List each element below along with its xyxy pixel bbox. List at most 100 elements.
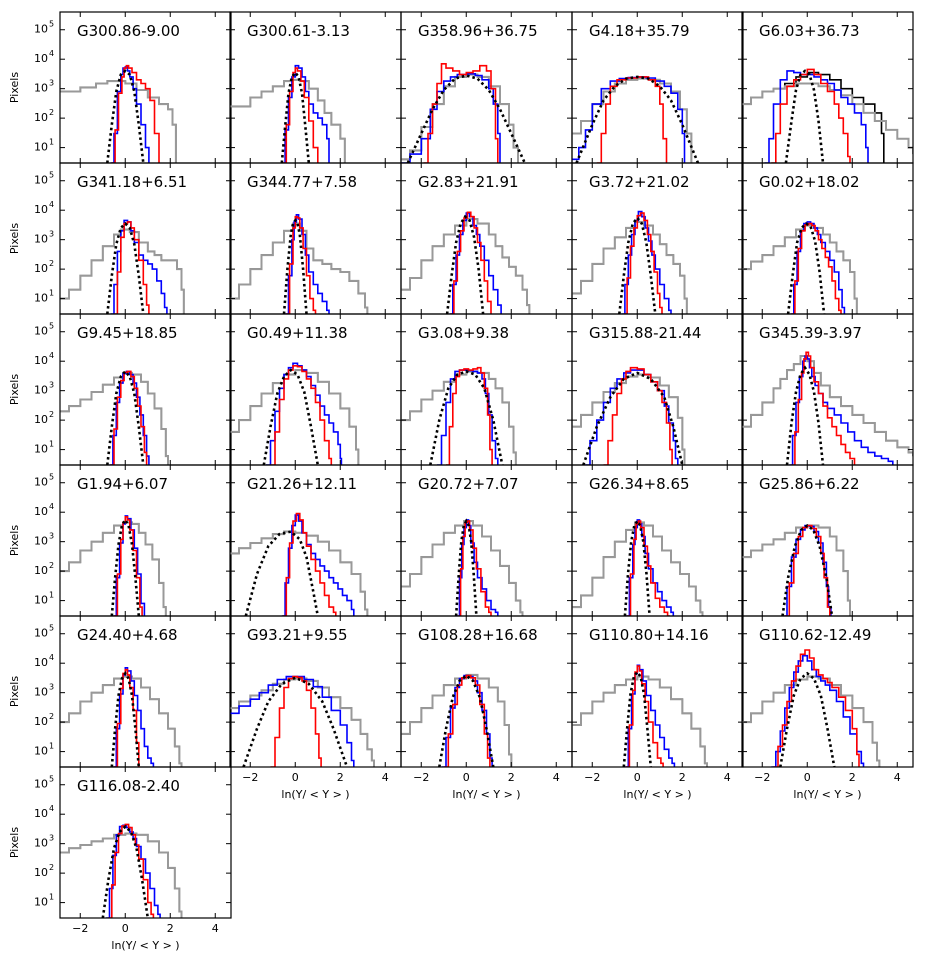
histogram-series-3 — [784, 524, 831, 616]
x-tick-label: 2 — [849, 771, 856, 784]
panel-title: G2.83+21.91 — [418, 173, 519, 191]
histogram-series-1 — [230, 78, 346, 163]
panel-g345-39-3-97: G345.39-3.97 — [741, 313, 914, 466]
model-curve — [282, 218, 308, 314]
y-tick-label: 10 — [34, 52, 48, 65]
plot-area — [742, 221, 858, 314]
histogram-series-3 — [110, 370, 148, 465]
plot-area — [401, 673, 513, 767]
plot-area — [60, 515, 167, 616]
histogram-series-1 — [230, 530, 369, 616]
y-tick-exponent: 4 — [49, 502, 54, 511]
x-tick-label: 2 — [508, 771, 515, 784]
histogram-series-1 — [742, 82, 913, 155]
y-tick-label: 10 — [34, 505, 48, 518]
y-tick-label: 10 — [34, 896, 48, 909]
x-tick-label: 2 — [167, 922, 174, 935]
histogram-series-1 — [572, 77, 693, 163]
plot-area — [572, 664, 708, 767]
model-curve — [106, 369, 145, 465]
panel-title: G341.18+6.51 — [77, 173, 187, 191]
panel-g2-83-21-91: G2.83+21.91 — [400, 162, 573, 315]
y-tick-exponent: 4 — [49, 200, 54, 209]
plot-area — [60, 369, 169, 465]
y-tick-label: 10 — [34, 686, 48, 699]
y-tick-exponent: 5 — [49, 775, 54, 784]
y-tick-label: 10 — [34, 384, 48, 397]
y-tick-exponent: 4 — [49, 49, 54, 58]
model-curve — [438, 673, 495, 767]
histogram-series-2 — [790, 221, 846, 314]
panel-g3-72-21-02: G3.72+21.02 — [571, 162, 744, 315]
panel-title: G3.72+21.02 — [589, 173, 690, 191]
y-tick-exponent: 1 — [49, 591, 54, 600]
x-tick-label: 2 — [679, 771, 686, 784]
x-axis-label: ln(Y/ < Y > ) — [452, 788, 520, 801]
histogram-series-1 — [401, 218, 531, 314]
histogram-series-3 — [443, 674, 491, 767]
histogram-series-1 — [572, 675, 708, 767]
plot-area — [230, 64, 346, 163]
histogram-series-2 — [266, 362, 343, 465]
model-curve — [429, 370, 504, 465]
panel-frame — [741, 615, 914, 768]
histogram-series-2 — [572, 76, 686, 163]
y-tick-exponent: 2 — [49, 410, 54, 419]
panel-g0-49-11-38: G0.49+11.38 — [229, 313, 402, 466]
y-axis-label: Pixels — [8, 72, 21, 103]
panel-title: G4.18+35.79 — [589, 22, 690, 40]
model-curve — [110, 670, 141, 767]
panel-title: G345.39-3.97 — [759, 324, 862, 342]
panel-title: G110.80+14.16 — [589, 626, 709, 644]
histogram-series-3 — [446, 366, 493, 465]
histogram-series-0 — [230, 369, 360, 465]
histogram-series-1 — [572, 521, 704, 616]
y-tick-exponent: 1 — [49, 742, 54, 751]
model-curve — [781, 524, 834, 616]
panel-title: G20.72+7.07 — [418, 475, 519, 493]
y-tick-exponent: 1 — [49, 138, 54, 147]
panel-g358-96-36-75: G358.96+36.75 — [400, 11, 573, 164]
panel-g344-77-7-58: G344.77+7.58 — [229, 162, 402, 315]
histogram-series-1 — [401, 673, 513, 767]
histogram-series-0 — [572, 373, 686, 465]
x-tick-label: 0 — [122, 922, 129, 935]
y-tick-exponent: 2 — [49, 863, 54, 872]
histogram-series-2 — [230, 675, 355, 767]
panel-title: G110.62-12.49 — [759, 626, 871, 644]
plot-area — [401, 518, 524, 616]
x-tick-label: 4 — [724, 771, 731, 784]
panel-g93-21-9-55: G93.21+9.55 −2 0 2 4 ln(Y/ < Y > ) — [229, 615, 402, 801]
histogram-series-1 — [230, 677, 375, 767]
plot-area — [572, 210, 688, 314]
plot-area — [401, 63, 526, 163]
histogram-series-0 — [230, 677, 375, 767]
histogram-series-0 — [742, 675, 881, 767]
y-tick-exponent: 4 — [49, 804, 54, 813]
panel-g315-88-21-44: G315.88-21.44 — [571, 313, 744, 466]
y-tick-exponent: 5 — [49, 20, 54, 29]
panel-title: G9.45+18.85 — [77, 324, 178, 342]
panel-title: G6.03+36.73 — [759, 22, 860, 40]
x-tick-label: −2 — [584, 771, 600, 784]
model-curve — [582, 371, 684, 465]
x-tick-label: 4 — [894, 771, 901, 784]
panel-title: G24.40+4.68 — [77, 626, 178, 644]
x-tick-label: −2 — [413, 771, 429, 784]
histogram-series-1 — [60, 832, 183, 918]
histogram-series-1 — [60, 80, 177, 163]
model-curve — [101, 824, 150, 918]
histogram-series-0 — [60, 521, 167, 616]
panel-g26-34-8-65: G26.34+8.65 — [571, 464, 744, 617]
histogram-series-3 — [627, 520, 670, 616]
histogram-series-3 — [626, 665, 664, 767]
y-tick-label: 10 — [34, 627, 48, 640]
histogram-series-1 — [401, 520, 524, 616]
model-curve — [106, 221, 145, 314]
panel-title: G300.61-3.13 — [247, 22, 350, 40]
histogram-series-1 — [230, 222, 369, 314]
histogram-series-3 — [791, 222, 842, 314]
y-tick-exponent: 1 — [49, 893, 54, 902]
